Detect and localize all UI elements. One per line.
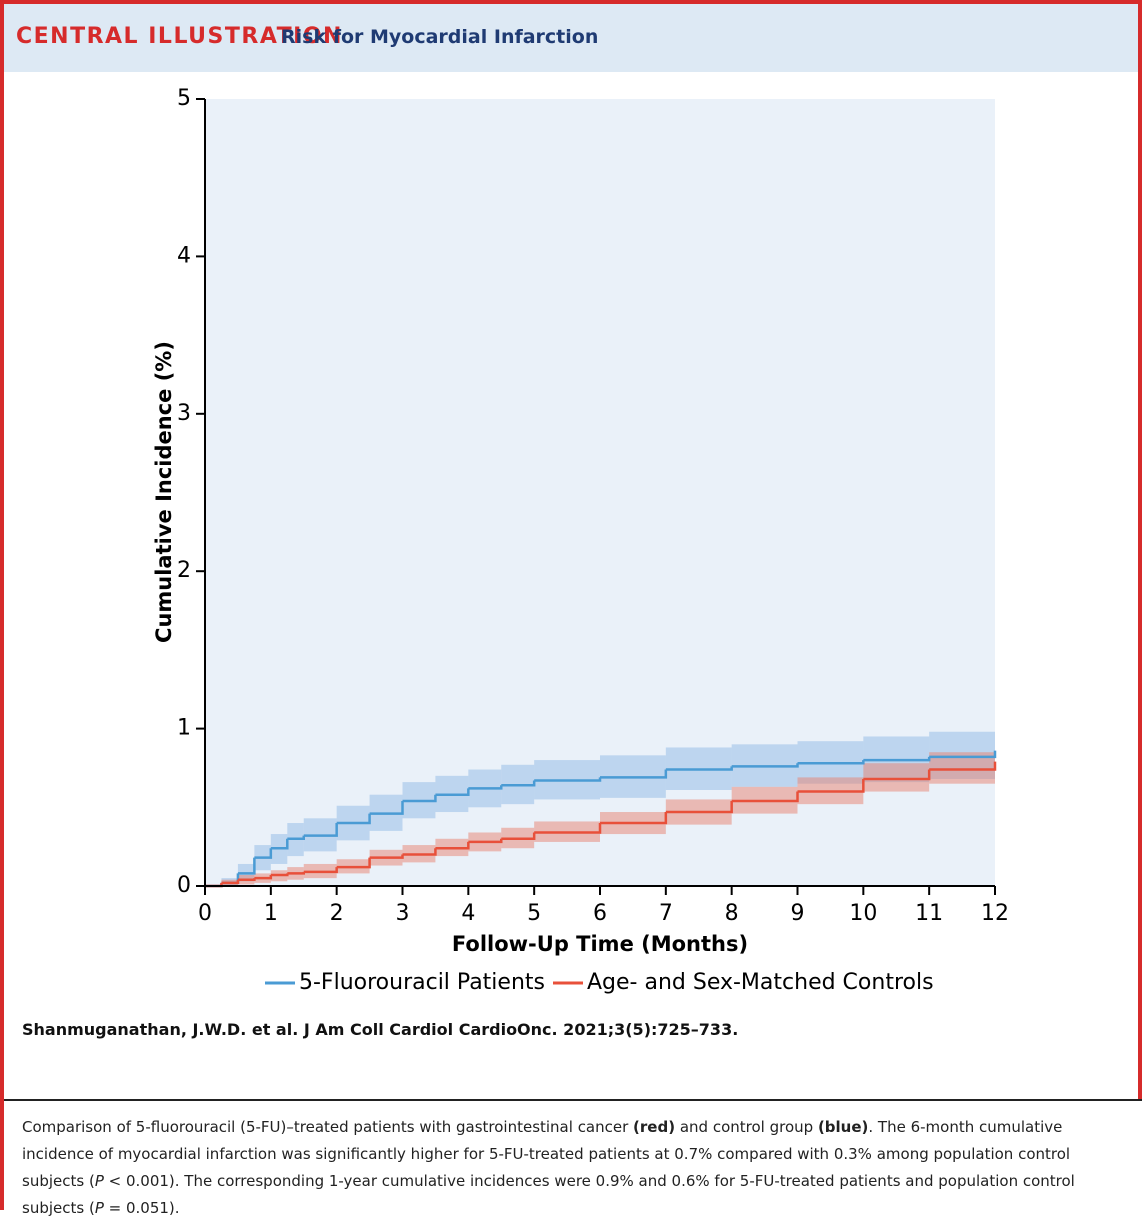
caption-text: Comparison of 5-fluorouracil (5-FU)–trea… xyxy=(22,1118,634,1136)
caption-text: < 0.001). The corresponding 1-year cumul… xyxy=(22,1172,1075,1217)
border xyxy=(0,0,4,1210)
step-line xyxy=(435,841,470,850)
step-line xyxy=(336,857,371,869)
step-line xyxy=(254,848,273,859)
y-tick-label: 0 xyxy=(177,873,191,898)
x-tick-label: 12 xyxy=(981,901,1009,926)
x-tick-label: 3 xyxy=(396,901,410,926)
step-line xyxy=(929,761,997,771)
step-line xyxy=(402,848,437,856)
step-line xyxy=(501,832,536,841)
step-line xyxy=(501,780,536,787)
legend-label: 5-Fluorouracil Patients xyxy=(299,970,545,995)
step-line xyxy=(369,801,404,815)
y-tick-label: 1 xyxy=(177,716,191,741)
step-line xyxy=(270,838,289,850)
y-axis-title: Cumulative Incidence (%) xyxy=(152,341,176,643)
header: CENTRAL ILLUSTRATION Risk for Myocardial… xyxy=(4,4,1138,72)
step-line xyxy=(600,769,668,779)
step-line xyxy=(797,778,865,793)
step-line xyxy=(303,823,338,837)
confidence-band xyxy=(863,763,930,792)
border xyxy=(1138,0,1142,1100)
x-axis-title: Follow-Up Time (Months) xyxy=(452,932,748,956)
step-line xyxy=(534,823,602,834)
step-line xyxy=(665,801,733,814)
step-line xyxy=(731,791,799,803)
y-tick-label: 4 xyxy=(177,243,191,268)
step-line xyxy=(797,760,865,765)
x-tick-label: 10 xyxy=(849,901,877,926)
step-line xyxy=(600,812,668,825)
y-tick-label: 2 xyxy=(177,558,191,583)
x-tick-label: 9 xyxy=(791,901,805,926)
x-tick-label: 5 xyxy=(527,901,541,926)
step-line xyxy=(254,874,273,880)
border xyxy=(0,0,1142,4)
x-tick-label: 2 xyxy=(330,901,344,926)
y-tick-label: 5 xyxy=(177,86,191,111)
caption-text: . The 6-month cumulative incidence of my… xyxy=(22,1118,1071,1190)
step-line xyxy=(336,813,371,825)
caption-text: P xyxy=(94,1199,104,1217)
x-tick-label: 4 xyxy=(461,901,475,926)
caption-text: (blue) xyxy=(817,1118,869,1136)
header-title: Risk for Myocardial Infarction xyxy=(281,26,599,48)
caption-text: = 0.051). xyxy=(103,1199,180,1217)
step-line xyxy=(863,769,931,781)
step-line xyxy=(237,857,256,875)
x-tick-label: 0 xyxy=(198,901,212,926)
y-tick-label: 3 xyxy=(177,401,191,426)
step-line xyxy=(303,867,338,874)
step-line xyxy=(402,794,437,803)
x-tick-label: 6 xyxy=(593,901,607,926)
divider xyxy=(4,1099,1142,1101)
legend-label: Age- and Sex-Matched Controls xyxy=(587,970,934,995)
header-label: CENTRAL ILLUSTRATION xyxy=(16,24,343,49)
x-tick-label: 8 xyxy=(725,901,739,926)
step-line xyxy=(929,750,997,759)
step-line xyxy=(435,788,470,796)
caption-text: (red) xyxy=(633,1118,676,1136)
x-tick-label: 7 xyxy=(659,901,673,926)
caption: Comparison of 5-fluorouracil (5-FU)–trea… xyxy=(22,1114,1112,1222)
x-tick-label: 1 xyxy=(264,901,278,926)
citation: Shanmuganathan, J.W.D. et al. J Am Coll … xyxy=(22,1020,739,1039)
caption-text: and control group xyxy=(675,1118,818,1136)
chart: Cumulative Incidence (%) Follow-Up Time … xyxy=(152,86,1009,995)
caption-text: P xyxy=(94,1172,104,1190)
x-tick-label: 11 xyxy=(915,901,943,926)
